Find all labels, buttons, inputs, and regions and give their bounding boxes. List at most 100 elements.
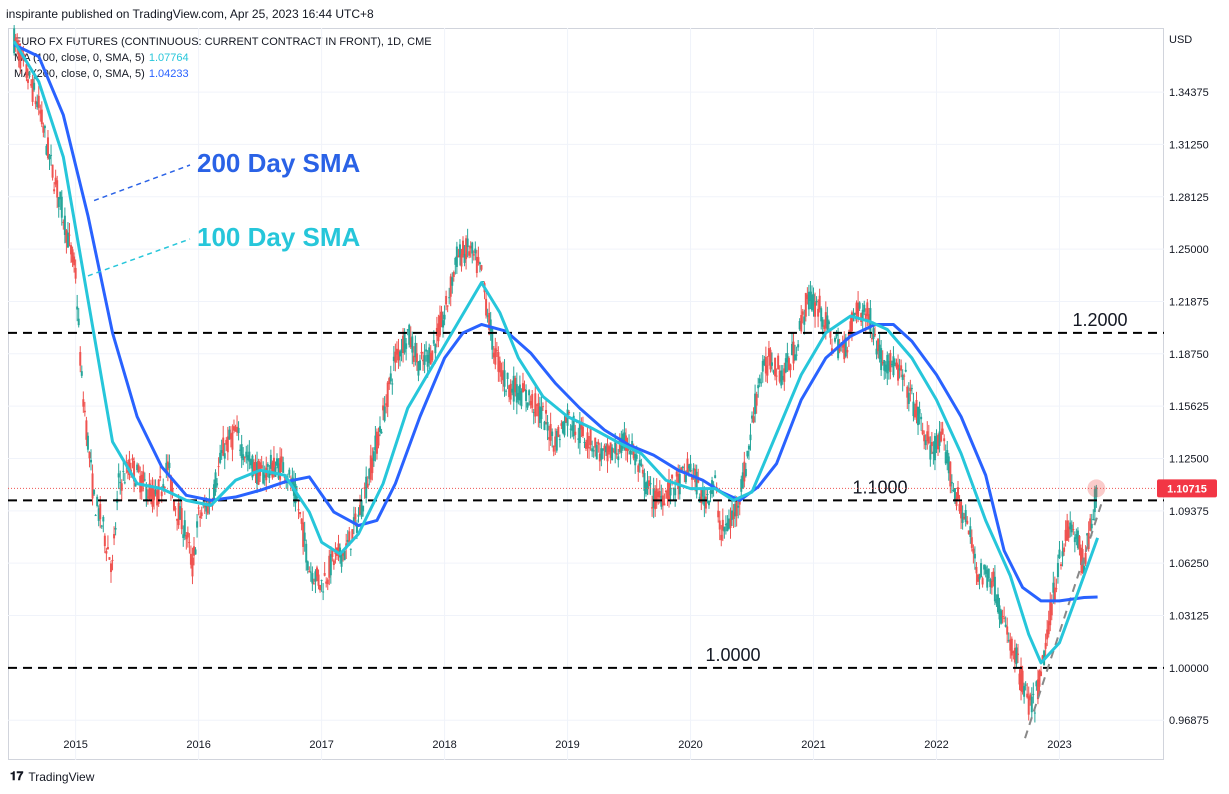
candle-body <box>477 257 480 263</box>
candle-body <box>821 319 824 327</box>
candle-body <box>940 431 943 442</box>
candle-body <box>240 444 243 459</box>
candle-body <box>452 271 455 277</box>
candle-body <box>57 197 60 207</box>
candle-body <box>1087 532 1090 549</box>
candle-body <box>409 337 412 348</box>
candle-body <box>425 349 428 352</box>
candle-body <box>208 498 211 507</box>
legend-ma100[interactable]: MA (100, close, 0, SMA, 5) 1.07764 <box>14 52 189 64</box>
candle-body <box>855 302 858 314</box>
candle-body <box>669 487 672 496</box>
candle-body <box>806 294 809 300</box>
candle-body <box>423 355 426 365</box>
candle-body <box>269 454 272 469</box>
candle-body <box>1076 530 1079 548</box>
candle-body <box>182 534 185 539</box>
candle-body <box>229 433 232 440</box>
candle-body <box>420 351 423 354</box>
candle-body <box>45 145 48 155</box>
candle-body <box>254 461 257 475</box>
y-tick-label: 1.15625 <box>1169 401 1209 413</box>
candle-body <box>973 553 976 559</box>
candle-body <box>315 567 318 577</box>
tradingview-brand: TradingView <box>28 769 95 784</box>
candle-body <box>913 409 916 418</box>
candle-body <box>501 372 504 381</box>
tradingview-logo[interactable]: 𝟏𝟕 TradingView <box>10 769 94 784</box>
candle-body <box>256 462 259 485</box>
candle-body <box>417 361 420 376</box>
candle-body <box>97 508 100 521</box>
candle-body <box>252 462 255 475</box>
candle-body <box>729 519 732 528</box>
candle-body <box>214 472 217 493</box>
candle-body <box>883 360 886 371</box>
candle-body <box>438 315 441 336</box>
candle-body <box>73 256 76 266</box>
y-tick-label: 1.00000 <box>1169 663 1209 675</box>
candle-body <box>551 431 554 437</box>
candle-body <box>826 315 829 330</box>
candle-body <box>354 513 357 520</box>
candle-body <box>766 365 769 376</box>
tradingview-logo-icon: 𝟏𝟕 <box>10 769 24 783</box>
candle-body <box>366 483 369 488</box>
candle-body <box>418 360 421 371</box>
candle-body <box>265 467 268 481</box>
candle-body <box>46 137 49 159</box>
candle-body <box>531 394 534 408</box>
candle-body <box>243 457 246 459</box>
candle-body <box>761 360 764 372</box>
candle-body <box>921 430 924 435</box>
candle-body <box>134 483 137 487</box>
candle-body <box>812 294 815 306</box>
candle-body <box>889 352 892 373</box>
candle-body <box>51 164 54 178</box>
candle-body <box>1003 617 1006 619</box>
candle-body <box>903 375 906 377</box>
candle-body <box>691 475 694 480</box>
candle-body <box>368 468 371 479</box>
candle-body <box>592 450 595 452</box>
candle-body <box>560 423 563 426</box>
level-label: 1.0000 <box>705 645 760 665</box>
candle-body <box>257 460 260 485</box>
candle-body <box>371 457 374 474</box>
y-tick-label: 1.34375 <box>1169 87 1209 99</box>
candle-body <box>188 542 191 544</box>
candle-body <box>581 426 584 437</box>
annotations: 200 Day SMA 100 Day SMA <box>87 148 361 277</box>
candle-body <box>580 425 583 430</box>
candle-body <box>248 451 251 462</box>
legend-ma100-label: MA (100, close, 0, SMA, 5) <box>14 52 145 64</box>
candle-body <box>365 476 368 499</box>
candle-body <box>13 28 16 54</box>
candle-body <box>909 387 912 392</box>
candle-body <box>465 238 468 260</box>
candle-body <box>377 434 380 446</box>
candle-body <box>372 451 375 461</box>
candle-body <box>611 447 614 461</box>
candle-body <box>342 552 345 556</box>
y-tick-label: 1.28125 <box>1169 192 1209 204</box>
candle-body <box>391 383 394 385</box>
candle-body <box>1069 522 1072 530</box>
candle-body <box>176 518 179 521</box>
candle-body <box>395 348 398 355</box>
candle-body <box>76 306 79 310</box>
candle-body <box>961 512 964 523</box>
candle-body <box>449 276 452 297</box>
candle-body <box>661 495 664 506</box>
candle-body <box>608 446 611 452</box>
candle-body <box>878 344 881 360</box>
candle-body <box>231 432 234 450</box>
candle-body <box>431 350 434 361</box>
candle-body <box>63 215 66 235</box>
candle-body <box>157 479 160 504</box>
candle-body <box>958 504 961 512</box>
candle-body <box>183 520 186 537</box>
candle-body <box>219 452 222 463</box>
candle-body <box>995 599 998 604</box>
